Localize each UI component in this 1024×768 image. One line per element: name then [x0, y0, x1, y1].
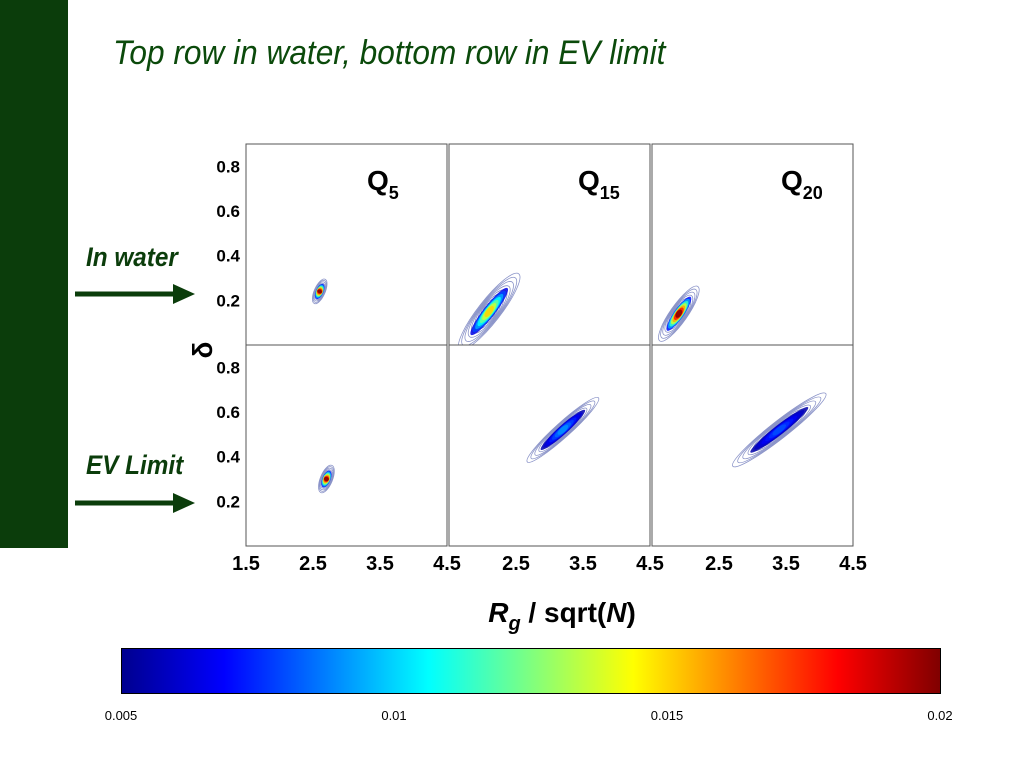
contour-line	[534, 404, 592, 456]
density-level	[772, 424, 787, 436]
contour-line	[461, 276, 518, 345]
x-tick-label: 2.5	[705, 553, 733, 575]
contour-line	[467, 285, 511, 338]
x-tick-label: 3.5	[366, 553, 394, 575]
contour-line	[747, 404, 811, 456]
density-level	[484, 305, 494, 318]
x-tick-label: 2.5	[502, 553, 530, 575]
arrow-right-icon	[75, 284, 195, 304]
y-tick-label: 0.2	[216, 492, 240, 511]
density-level	[675, 309, 683, 318]
panel-q15-ev: 2.5 3.5 4.5	[448, 344, 664, 575]
x-tick-label: 3.5	[772, 553, 800, 575]
contour-line	[660, 288, 698, 339]
y-tick-label: 0.2	[216, 291, 240, 310]
density-level	[557, 424, 569, 435]
x-axis-label: Rg / sqrt(N)	[488, 597, 636, 635]
contour-line	[732, 392, 827, 468]
panel-q20-water: Q20	[651, 143, 854, 346]
panel-frame	[245, 344, 448, 547]
x-tick-label: 4.5	[636, 553, 664, 575]
sidebar-accent	[0, 0, 68, 548]
panel-q20-ev: 2.5 3.5 4.5	[651, 344, 867, 575]
density-level	[317, 289, 323, 294]
y-tick-label: 0.8	[216, 358, 240, 377]
y-tick-label: 0.4	[216, 247, 240, 266]
density-level	[323, 476, 329, 482]
row-label-in-water: In water	[86, 242, 178, 272]
contour-line	[658, 285, 700, 342]
arrow-right-icon	[75, 493, 195, 513]
colorbar-tick-label: 0.005	[104, 708, 138, 723]
x-tick-label: 4.5	[433, 553, 461, 575]
x-tick-label: 3.5	[569, 553, 597, 575]
colorbar	[121, 648, 941, 694]
panel-q5-ev: 0.2 0.4 0.6 0.8 1.5 2.5 3.5 4.5	[216, 344, 461, 575]
contour-line	[737, 396, 822, 464]
colorbar-tick-label: 0.01	[381, 708, 407, 723]
x-tick-label: 4.5	[839, 553, 867, 575]
row-label-ev-limit: EV Limit	[86, 450, 184, 480]
contour-line	[458, 272, 521, 345]
contour-line	[464, 281, 514, 342]
slide-title: Top row in water, bottom row in EV limit	[113, 34, 666, 72]
y-tick-label: 0.4	[216, 448, 240, 467]
panel-q15-water: Q15	[448, 143, 651, 346]
panel-label: Q15	[578, 165, 620, 203]
y-tick-label: 0.8	[216, 157, 240, 176]
x-tick-label: 1.5	[232, 553, 260, 575]
colorbar-tick-label: 0.015	[650, 708, 684, 723]
x-tick-label: 2.5	[299, 553, 327, 575]
contour-line	[664, 294, 694, 333]
y-axis-label: δ	[187, 342, 218, 359]
panel-frame	[245, 143, 448, 346]
panel-q5-water: Q50.20.40.60.8	[216, 143, 448, 346]
y-tick-label: 0.6	[216, 202, 240, 221]
colorbar-tick-label: 0.02	[927, 708, 953, 723]
y-tick-label: 0.6	[216, 403, 240, 422]
